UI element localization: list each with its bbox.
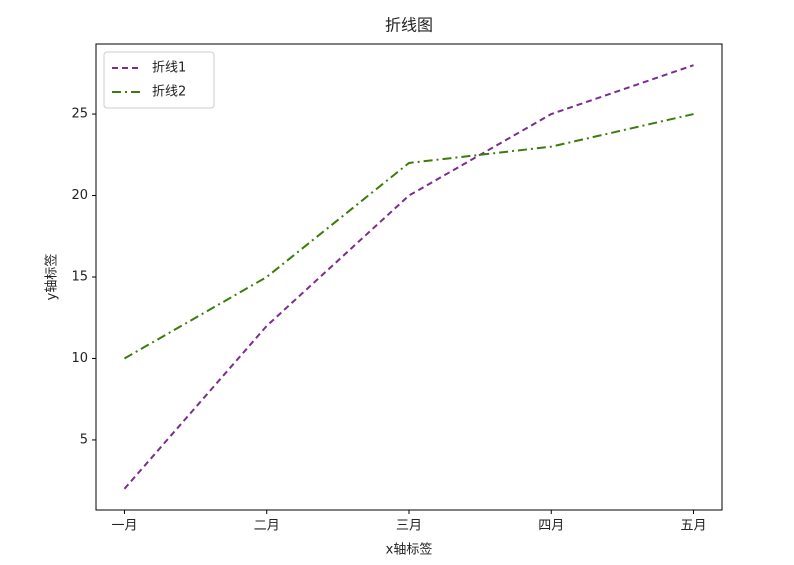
legend-label: 折线2	[152, 85, 186, 100]
x-axis-label: x轴标签	[386, 542, 433, 558]
plot-frame	[95, 43, 723, 511]
x-tick-label: 一月	[111, 519, 137, 534]
x-tick-label: 二月	[254, 519, 280, 534]
y-axis-label: y轴标签	[44, 254, 60, 301]
x-tick-label: 三月	[396, 519, 422, 534]
y-tick-label: 5	[80, 432, 88, 447]
data-line	[123, 64, 694, 490]
chart-title: 折线图	[385, 16, 433, 35]
x-tick-label: 四月	[538, 519, 564, 534]
legend: 折线1 折线2	[103, 51, 215, 109]
legend-label: 折线1	[152, 61, 186, 76]
data-line	[123, 113, 694, 360]
x-tick-label: 五月	[681, 519, 707, 534]
y-tick-label: 10	[71, 351, 88, 366]
y-tick-label: 15	[71, 270, 88, 285]
legend-box	[103, 51, 215, 109]
y-tick-label: 25	[71, 107, 88, 122]
y-tick-label: 20	[71, 188, 88, 203]
